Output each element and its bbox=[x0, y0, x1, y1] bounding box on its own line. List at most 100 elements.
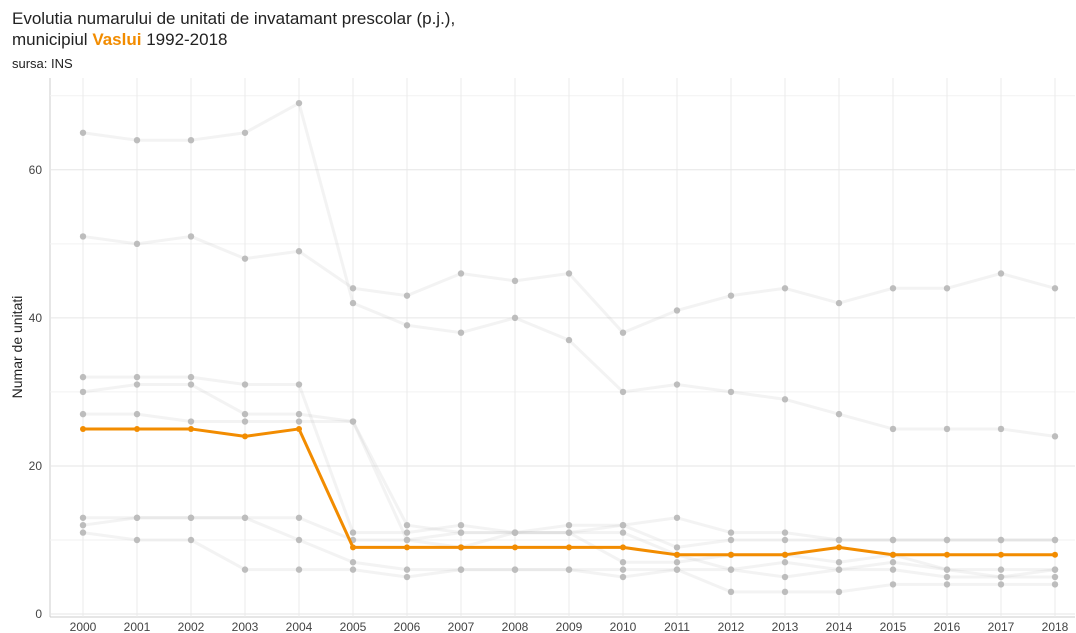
point bbox=[403, 292, 411, 299]
point bbox=[241, 410, 249, 418]
point bbox=[79, 529, 87, 536]
point bbox=[511, 529, 519, 536]
point bbox=[781, 573, 789, 581]
point bbox=[295, 99, 303, 107]
point bbox=[187, 233, 195, 240]
y-tick-label: 20 bbox=[29, 459, 43, 473]
point bbox=[349, 285, 357, 292]
point bbox=[1051, 285, 1059, 292]
point bbox=[673, 381, 681, 388]
point bbox=[727, 529, 735, 536]
point bbox=[512, 544, 518, 551]
point bbox=[349, 299, 357, 307]
point bbox=[565, 566, 573, 573]
point bbox=[997, 566, 1005, 573]
point bbox=[835, 588, 843, 596]
point bbox=[890, 551, 896, 558]
point bbox=[1051, 581, 1059, 588]
point bbox=[620, 544, 626, 551]
point bbox=[242, 433, 248, 440]
y-axis-label: Numar de unitati bbox=[9, 296, 25, 399]
point bbox=[619, 329, 627, 336]
point bbox=[187, 514, 195, 521]
point bbox=[187, 373, 195, 381]
y-tick-label: 0 bbox=[35, 607, 42, 621]
point bbox=[511, 566, 519, 573]
point bbox=[403, 573, 411, 581]
subtitle: sursa: INS bbox=[12, 56, 73, 71]
point bbox=[295, 248, 303, 255]
point bbox=[674, 551, 680, 558]
point bbox=[79, 521, 87, 529]
point bbox=[781, 588, 789, 596]
point bbox=[133, 240, 141, 248]
x-tick-label: 2005 bbox=[340, 620, 367, 633]
point bbox=[619, 559, 627, 566]
point bbox=[79, 129, 87, 136]
point bbox=[943, 425, 951, 433]
x-tick-label: 2002 bbox=[178, 620, 205, 633]
point bbox=[997, 581, 1005, 588]
title-part: 1992-2018 bbox=[146, 30, 227, 49]
point bbox=[79, 410, 87, 418]
point bbox=[457, 329, 465, 336]
point bbox=[79, 514, 87, 521]
point bbox=[133, 381, 141, 388]
chart-title: Evolutia numarului de unitati de invatam… bbox=[12, 9, 455, 28]
point bbox=[943, 285, 951, 292]
point bbox=[835, 566, 843, 573]
point bbox=[403, 521, 411, 529]
point bbox=[296, 425, 302, 432]
point bbox=[565, 336, 573, 344]
point bbox=[241, 566, 249, 573]
x-tick-label: 2010 bbox=[610, 620, 637, 633]
point bbox=[134, 425, 140, 432]
series bbox=[79, 233, 1059, 336]
point bbox=[511, 314, 519, 322]
x-tick-label: 2018 bbox=[1042, 620, 1069, 633]
point bbox=[350, 544, 356, 551]
point bbox=[1052, 551, 1058, 558]
x-tick-label: 2015 bbox=[880, 620, 907, 633]
series bbox=[79, 529, 1059, 596]
point bbox=[241, 418, 249, 425]
point bbox=[997, 536, 1005, 544]
point bbox=[943, 566, 951, 573]
point bbox=[727, 588, 735, 596]
point bbox=[889, 581, 897, 588]
point bbox=[188, 425, 194, 432]
point bbox=[728, 551, 734, 558]
point bbox=[619, 566, 627, 573]
x-tick-label: 2009 bbox=[556, 620, 583, 633]
point bbox=[619, 521, 627, 529]
point bbox=[349, 418, 357, 425]
point bbox=[79, 233, 87, 240]
title-highlight: Vaslui bbox=[92, 30, 141, 49]
point bbox=[889, 566, 897, 573]
point bbox=[187, 418, 195, 425]
point bbox=[241, 129, 249, 136]
point bbox=[458, 544, 464, 551]
point bbox=[295, 536, 303, 544]
point bbox=[187, 136, 195, 144]
point bbox=[133, 373, 141, 381]
x-tick-label: 2011 bbox=[664, 620, 690, 633]
point bbox=[295, 381, 303, 388]
point bbox=[673, 559, 681, 566]
x-tick-label: 2006 bbox=[394, 620, 421, 633]
point bbox=[835, 536, 843, 544]
point bbox=[403, 536, 411, 544]
point bbox=[295, 566, 303, 573]
x-tick-label: 2003 bbox=[232, 620, 259, 633]
point bbox=[565, 521, 573, 529]
point bbox=[79, 373, 87, 381]
point bbox=[997, 270, 1005, 277]
point bbox=[781, 529, 789, 536]
point bbox=[1051, 573, 1059, 581]
point bbox=[944, 551, 950, 558]
point bbox=[997, 573, 1005, 581]
point bbox=[403, 529, 411, 536]
point bbox=[619, 388, 627, 396]
series bbox=[79, 99, 1059, 440]
point bbox=[835, 299, 843, 307]
